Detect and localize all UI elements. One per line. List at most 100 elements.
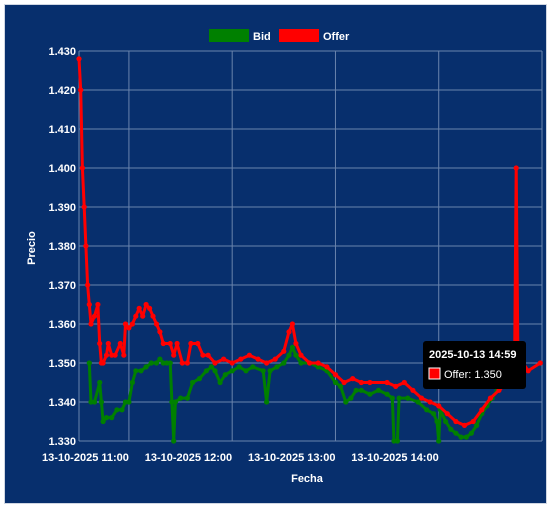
data-point-offer[interactable] [79,165,85,171]
data-point-bid[interactable] [405,395,411,401]
data-point-bid[interactable] [212,368,218,374]
data-point-bid[interactable] [315,364,321,370]
data-point-offer[interactable] [143,301,149,308]
data-point-offer[interactable] [121,352,127,358]
data-point-offer[interactable] [525,368,531,374]
data-point-offer[interactable] [367,379,373,386]
data-point-offer[interactable] [358,379,364,386]
data-point-offer[interactable] [332,372,339,378]
data-point-offer[interactable] [147,305,153,311]
data-point-offer[interactable] [83,243,89,249]
data-point-bid[interactable] [286,352,292,358]
data-point-offer[interactable] [401,379,407,386]
data-point-bid[interactable] [332,379,339,386]
data-point-bid[interactable] [264,399,270,405]
data-point-offer[interactable] [188,340,194,347]
data-point-offer[interactable] [461,422,468,428]
legend-swatch-bid[interactable] [209,29,249,42]
data-point-offer[interactable] [238,356,244,362]
data-point-bid[interactable] [453,430,459,436]
data-point-bid[interactable] [396,395,402,401]
data-point-offer[interactable] [221,356,227,362]
data-point-offer[interactable] [453,418,459,425]
data-point-offer[interactable] [171,352,177,358]
data-point-bid[interactable] [293,352,299,358]
data-point-bid[interactable] [281,360,287,366]
data-point-offer[interactable] [307,360,313,366]
data-point-bid[interactable] [474,422,480,428]
data-point-bid[interactable] [98,399,104,405]
data-point-bid[interactable] [138,368,144,374]
data-point-offer[interactable] [153,321,160,327]
data-point-offer[interactable] [513,165,519,171]
data-point-bid[interactable] [91,399,98,405]
data-point-offer[interactable] [88,321,94,327]
data-point-bid[interactable] [338,383,344,389]
data-point-offer[interactable] [157,329,163,335]
data-point-bid[interactable] [375,387,382,393]
data-point-bid[interactable] [129,379,135,386]
data-point-offer[interactable] [100,360,106,366]
data-point-offer[interactable] [76,56,82,62]
data-point-bid[interactable] [443,418,449,425]
data-point-offer[interactable] [117,340,123,347]
data-point-offer[interactable] [393,383,399,389]
data-point-bid[interactable] [348,395,354,401]
data-point-offer[interactable] [264,360,270,366]
data-point-bid[interactable] [148,360,154,366]
data-point-offer[interactable] [160,340,166,347]
data-point-offer[interactable] [81,204,87,210]
data-point-offer[interactable] [324,364,330,370]
data-point-bid[interactable] [126,399,132,405]
data-point-bid[interactable] [260,368,266,374]
data-point-offer[interactable] [255,356,261,362]
legend-label-offer[interactable]: Offer [323,31,350,43]
data-point-bid[interactable] [343,399,349,405]
data-point-bid[interactable] [468,430,474,436]
data-point-bid[interactable] [424,407,430,413]
data-point-bid[interactable] [97,379,103,386]
data-point-bid[interactable] [203,368,209,374]
data-point-bid[interactable] [196,376,203,382]
data-point-offer[interactable] [436,403,442,409]
data-point-offer[interactable] [200,352,206,358]
data-point-bid[interactable] [114,407,120,413]
data-point-offer[interactable] [91,313,98,319]
data-point-offer[interactable] [470,418,476,425]
data-point-bid[interactable] [448,426,454,432]
data-point-offer[interactable] [315,360,321,366]
data-point-bid[interactable] [133,368,139,374]
data-point-offer[interactable] [133,313,139,319]
data-point-offer[interactable] [410,387,416,393]
data-point-bid[interactable] [103,415,110,421]
data-point-bid[interactable] [358,387,364,393]
data-point-bid[interactable] [367,391,373,397]
data-point-bid[interactable] [167,360,173,366]
data-point-offer[interactable] [97,340,103,347]
legend-swatch-offer[interactable] [279,29,319,42]
data-point-bid[interactable] [384,391,390,397]
data-point-bid[interactable] [208,364,215,370]
data-point-offer[interactable] [105,340,111,347]
data-point-offer[interactable] [229,360,235,366]
data-point-offer[interactable] [246,352,252,358]
data-point-bid[interactable] [143,364,149,370]
data-point-bid[interactable] [184,395,190,401]
data-point-bid[interactable] [353,387,359,393]
data-point-offer[interactable] [129,321,135,327]
data-point-offer[interactable] [427,399,433,405]
data-point-bid[interactable] [250,364,256,370]
data-point-bid[interactable] [157,356,163,362]
data-point-offer[interactable] [293,340,299,347]
data-point-bid[interactable] [267,368,273,374]
data-point-bid[interactable] [109,415,115,421]
data-point-offer[interactable] [112,352,118,358]
data-point-offer[interactable] [289,321,295,327]
data-point-offer[interactable] [286,329,292,335]
data-point-offer[interactable] [184,360,190,366]
data-point-offer[interactable] [281,348,287,354]
data-point-bid[interactable] [153,360,160,366]
data-point-offer[interactable] [136,305,142,311]
data-point-bid[interactable] [436,438,442,444]
data-point-offer[interactable] [212,360,218,366]
